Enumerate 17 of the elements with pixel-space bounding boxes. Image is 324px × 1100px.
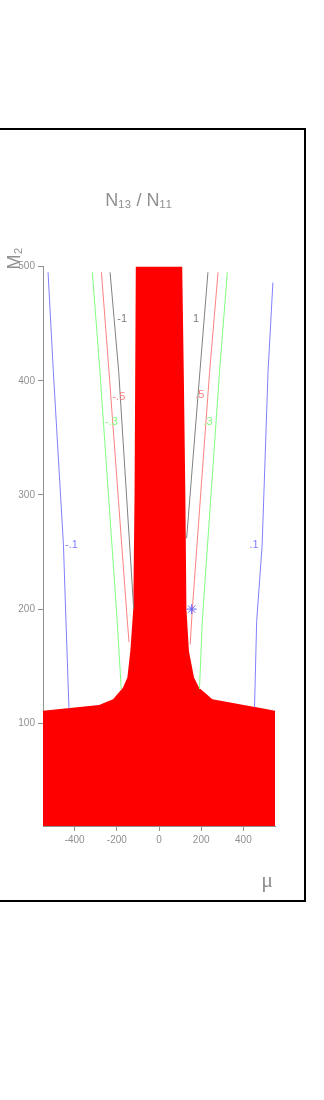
y-tick-label: 300 bbox=[18, 488, 36, 500]
x-axis-title: μ bbox=[261, 866, 273, 892]
y-tick-label: 200 bbox=[18, 602, 36, 614]
x-tick-label: 200 bbox=[192, 833, 210, 845]
series-label: 1 bbox=[193, 312, 200, 325]
series-label: -.1 bbox=[65, 538, 78, 551]
chart-title: N₁₃ / N₁₁ bbox=[105, 189, 172, 210]
series-label: .3 bbox=[203, 414, 213, 427]
y-tick-label: 100 bbox=[18, 717, 36, 728]
y-tick-label: 400 bbox=[18, 374, 36, 386]
x-tick-label: -200 bbox=[106, 833, 128, 845]
series-label: .5 bbox=[195, 388, 205, 401]
x-tick-label: 400 bbox=[235, 833, 253, 845]
series-label: .1 bbox=[249, 538, 259, 551]
series-label: -1 bbox=[117, 312, 128, 325]
x-tick-label: -400 bbox=[64, 833, 86, 845]
x-tick-label: 0 bbox=[156, 833, 163, 845]
